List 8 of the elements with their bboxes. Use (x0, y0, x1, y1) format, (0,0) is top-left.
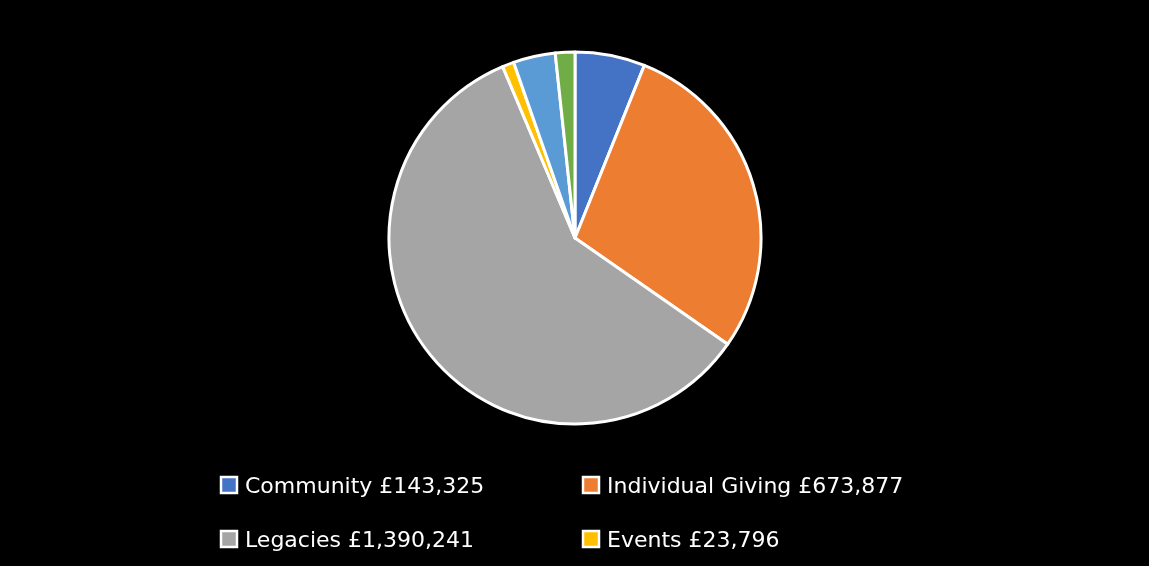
legend-label: Events (607, 526, 682, 552)
data-label: £143,325 (379, 472, 485, 498)
legend-label: Community (245, 472, 373, 498)
data-label: £23,796 (688, 526, 780, 552)
data-label: £1,390,241 (348, 526, 475, 552)
legend-label: Individual Giving (607, 472, 792, 498)
legend-label: Legacies (245, 526, 342, 552)
data-label: £673,877 (798, 472, 904, 498)
